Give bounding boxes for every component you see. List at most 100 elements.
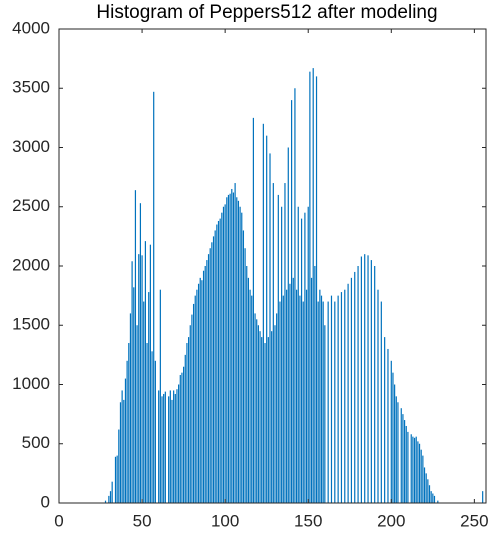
bar [310, 277, 313, 503]
bar [187, 337, 190, 503]
bar [128, 343, 130, 503]
bar [264, 343, 266, 503]
bar [433, 495, 436, 503]
x-tick-label: 200 [377, 511, 405, 530]
bar [212, 236, 215, 503]
bar [370, 260, 372, 503]
y-tick-label: 3000 [12, 137, 50, 156]
bar [199, 277, 201, 503]
bar [344, 289, 346, 503]
bar [327, 301, 329, 503]
bar [141, 255, 143, 503]
bar [397, 402, 399, 503]
bar [360, 256, 362, 503]
bar [239, 206, 241, 503]
bar [109, 491, 112, 503]
bar [159, 289, 161, 503]
bar [300, 218, 303, 503]
bar [295, 289, 298, 503]
bar [154, 360, 156, 503]
bar [184, 354, 186, 503]
bar [415, 436, 417, 503]
bar [204, 266, 206, 503]
bar [241, 212, 243, 504]
bar [231, 188, 233, 503]
bar [158, 390, 160, 503]
bar [206, 260, 208, 503]
bar [319, 289, 321, 503]
bar [432, 493, 434, 503]
bar [232, 192, 235, 503]
bar [482, 491, 484, 503]
bar [412, 436, 414, 503]
bar [427, 479, 429, 503]
x-tick-label: 150 [294, 511, 322, 530]
bar [224, 204, 226, 503]
bar [410, 434, 412, 503]
bar [422, 455, 424, 503]
bar [161, 396, 163, 503]
bar [104, 500, 107, 503]
bar [108, 495, 110, 503]
bar [221, 212, 223, 504]
bar [143, 301, 145, 503]
bar [168, 396, 170, 503]
bar [124, 378, 127, 503]
bar [266, 135, 268, 503]
bar [164, 391, 166, 503]
bar [237, 200, 240, 503]
bar [226, 197, 228, 503]
bar [402, 414, 404, 503]
bar [148, 292, 150, 503]
bar [357, 266, 359, 503]
bar [417, 441, 419, 503]
y-tick-label: 1500 [12, 315, 50, 334]
bar [119, 402, 122, 503]
bar [277, 194, 279, 503]
bar [163, 393, 165, 503]
bar [246, 266, 248, 503]
x-tick-label: 0 [54, 511, 63, 530]
y-tick-label: 4000 [12, 18, 50, 37]
bar [173, 390, 175, 503]
y-tick-label: 2000 [12, 255, 50, 274]
bar [390, 360, 392, 503]
bar [387, 348, 389, 503]
bar [324, 325, 326, 503]
bar [395, 396, 397, 503]
bar [367, 255, 369, 503]
bar [194, 295, 196, 503]
bar [214, 230, 216, 503]
axes-box [58, 28, 487, 504]
bar [297, 206, 299, 503]
bar [423, 467, 426, 503]
bar [169, 390, 171, 503]
bar [138, 254, 140, 503]
bar [405, 425, 407, 503]
bar [242, 230, 245, 503]
bar [281, 206, 283, 503]
bar [259, 331, 261, 503]
bar [191, 314, 193, 503]
bar [377, 289, 379, 503]
bar [211, 242, 213, 504]
bar [151, 351, 153, 503]
bar [392, 372, 394, 503]
bar [134, 190, 137, 503]
bar [307, 206, 309, 503]
bar [334, 301, 336, 503]
bar [286, 289, 288, 503]
bar [139, 203, 142, 503]
bar [236, 197, 238, 503]
bar [314, 266, 316, 503]
bar [305, 289, 308, 503]
bar [425, 473, 427, 503]
bar [186, 343, 188, 503]
bar [249, 289, 251, 503]
bar [111, 481, 113, 503]
bar [299, 295, 301, 503]
bar [289, 283, 291, 503]
bar [247, 277, 250, 503]
